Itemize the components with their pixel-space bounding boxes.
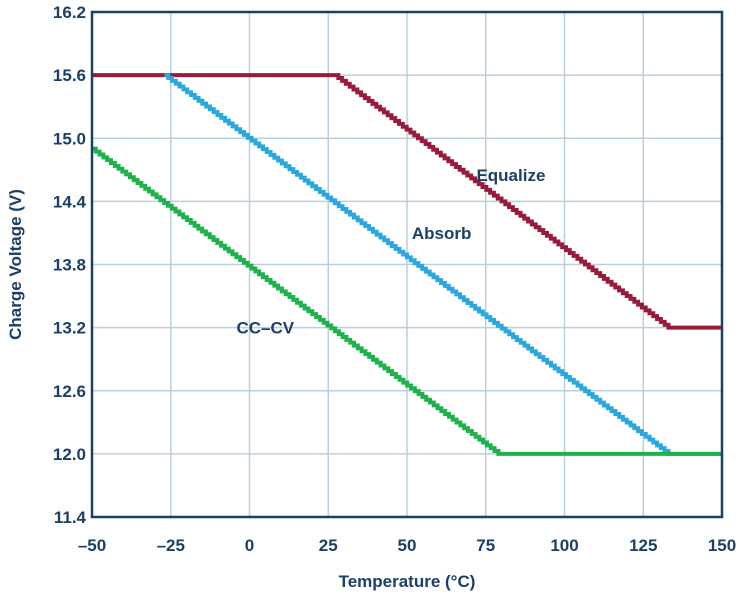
series-line-1 <box>164 73 722 456</box>
series-label: CC–CV <box>236 319 294 338</box>
x-tick-label: –25 <box>157 536 185 555</box>
x-tick-label: 50 <box>398 536 417 555</box>
series-labels: Equalize Absorb CC–CV <box>236 166 545 338</box>
x-tick-label: 75 <box>476 536 495 555</box>
series-line-0 <box>92 73 722 330</box>
grid <box>92 12 722 517</box>
y-tick-label: 13.2 <box>53 319 86 338</box>
x-tick-label: 125 <box>629 536 657 555</box>
series-line-2 <box>92 146 722 456</box>
y-tick-labels: 11.4 12.0 12.6 13.2 13.8 14.4 15.0 15.6 16.2 <box>53 3 87 527</box>
x-axis-title: Temperature (°C) <box>339 572 476 591</box>
x-tick-label: 150 <box>708 536 736 555</box>
y-tick-label: 13.8 <box>53 256 86 275</box>
x-tick-label: 0 <box>245 536 254 555</box>
x-tick-label: 25 <box>319 536 338 555</box>
y-tick-label: 12.6 <box>53 382 86 401</box>
y-tick-label: 16.2 <box>53 3 86 22</box>
plot-frame <box>90 10 724 519</box>
y-tick-label: 15.6 <box>53 66 86 85</box>
y-tick-label: 14.4 <box>53 192 87 211</box>
y-tick-label: 11.4 <box>54 508 87 527</box>
x-tick-label: –50 <box>78 536 106 555</box>
x-tick-labels: –50 –25 0 25 50 75 100 125 150 <box>78 536 736 555</box>
y-axis-title: Charge Voltage (V) <box>6 189 25 340</box>
y-tick-label: 12.0 <box>53 445 86 464</box>
series-label: Equalize <box>476 166 545 185</box>
x-tick-label: 100 <box>550 536 578 555</box>
series-lines <box>92 73 722 456</box>
y-tick-label: 15.0 <box>53 129 86 148</box>
series-label: Absorb <box>412 224 472 243</box>
